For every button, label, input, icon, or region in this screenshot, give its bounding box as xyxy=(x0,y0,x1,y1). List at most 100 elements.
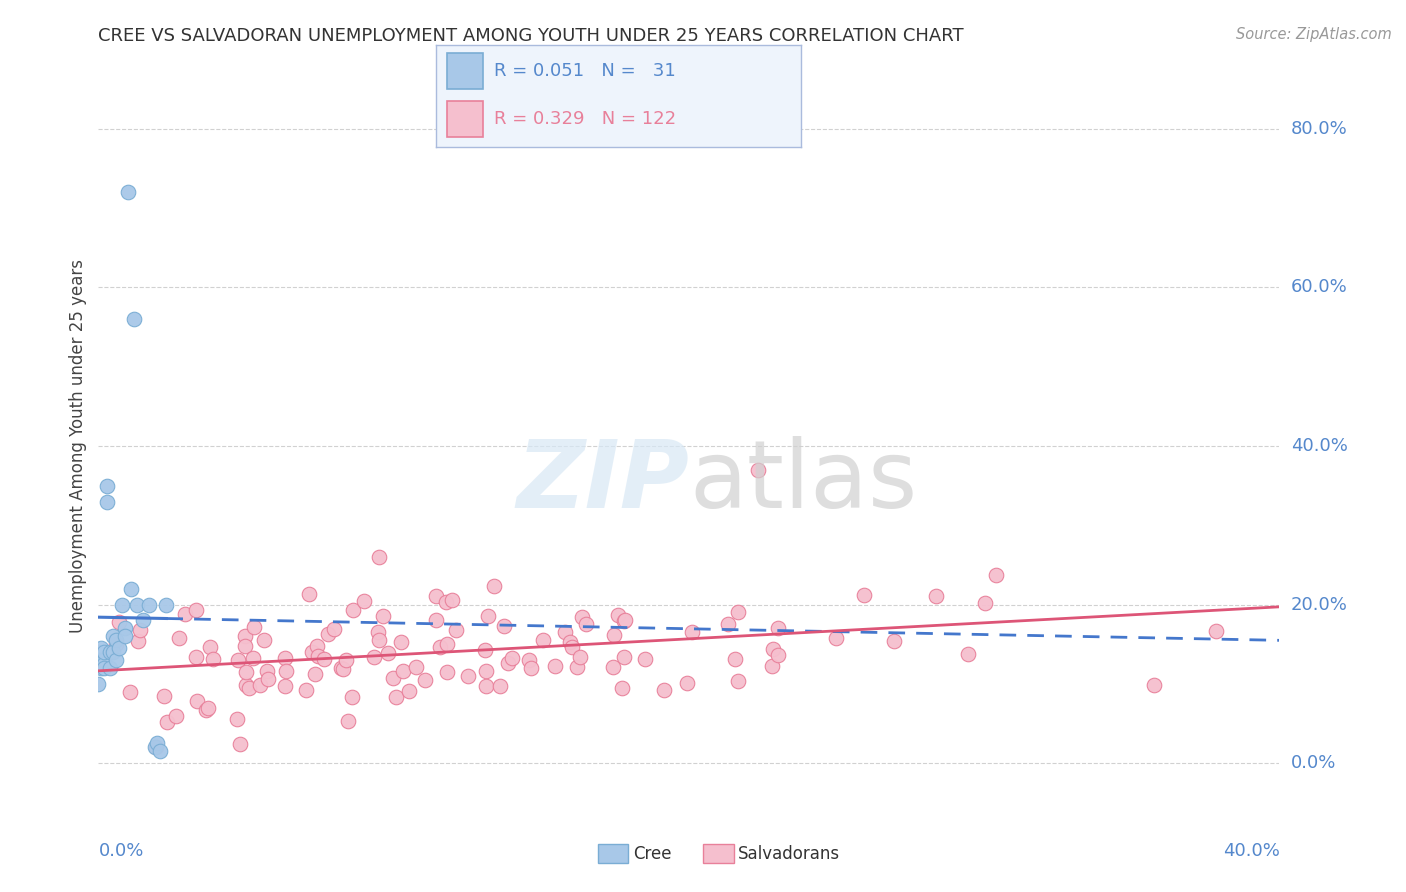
Point xyxy=(520,661,543,675)
Point xyxy=(925,589,948,603)
Point xyxy=(489,679,512,693)
Point xyxy=(852,588,875,602)
Point xyxy=(363,650,385,665)
Point xyxy=(235,665,257,679)
Point xyxy=(225,712,247,726)
Point xyxy=(233,639,256,653)
Text: ZIP: ZIP xyxy=(516,435,689,528)
Point xyxy=(477,609,499,624)
Text: Cree: Cree xyxy=(633,845,671,863)
Point xyxy=(274,650,297,665)
Y-axis label: Unemployment Among Youth under 25 years: Unemployment Among Youth under 25 years xyxy=(69,259,87,633)
Point xyxy=(558,634,581,648)
Point xyxy=(610,681,633,695)
Point xyxy=(108,641,131,656)
Point xyxy=(654,682,676,697)
Point xyxy=(257,672,280,686)
Point xyxy=(603,628,626,642)
Point xyxy=(434,595,457,609)
Point xyxy=(93,657,115,671)
Point xyxy=(120,582,142,596)
Point xyxy=(87,645,110,659)
Point xyxy=(274,664,297,678)
Point xyxy=(174,607,197,622)
Point xyxy=(156,714,179,729)
Point xyxy=(304,667,326,681)
Point xyxy=(118,684,141,698)
Point xyxy=(167,632,190,646)
Point xyxy=(229,737,252,751)
Point xyxy=(474,664,496,678)
FancyBboxPatch shape xyxy=(447,53,484,88)
Point xyxy=(122,312,145,326)
Point xyxy=(367,633,389,648)
Point xyxy=(561,640,583,654)
Point xyxy=(105,633,128,648)
Point xyxy=(316,627,339,641)
Point xyxy=(342,603,364,617)
Point xyxy=(474,679,496,693)
Point xyxy=(986,567,1008,582)
Point xyxy=(675,676,697,690)
Point xyxy=(634,652,657,666)
Point xyxy=(129,623,152,637)
Point xyxy=(197,700,219,714)
Point xyxy=(165,708,187,723)
Point xyxy=(883,633,905,648)
Point xyxy=(111,598,134,612)
Point xyxy=(381,671,404,685)
Text: Salvadorans: Salvadorans xyxy=(738,845,841,863)
Point xyxy=(436,637,458,651)
Text: R = 0.051   N =   31: R = 0.051 N = 31 xyxy=(495,62,676,79)
Point xyxy=(307,649,329,664)
Point xyxy=(565,660,588,674)
Point xyxy=(249,678,271,692)
Text: atlas: atlas xyxy=(689,435,917,528)
Point xyxy=(146,736,169,750)
Point xyxy=(457,669,479,683)
Text: 0.0%: 0.0% xyxy=(1291,754,1336,772)
Point xyxy=(340,690,363,704)
Text: 20.0%: 20.0% xyxy=(1291,596,1347,614)
Text: 0.0%: 0.0% xyxy=(98,842,143,860)
Point xyxy=(90,653,112,667)
Point xyxy=(496,656,519,670)
Text: R = 0.329   N = 122: R = 0.329 N = 122 xyxy=(495,110,676,128)
Point xyxy=(501,650,523,665)
Text: 80.0%: 80.0% xyxy=(1291,120,1347,138)
Point xyxy=(727,674,749,689)
Point xyxy=(436,665,458,680)
Point xyxy=(184,649,207,664)
Point xyxy=(195,703,218,717)
Point xyxy=(323,622,346,636)
Point xyxy=(98,645,121,659)
Point xyxy=(298,587,321,601)
Point xyxy=(138,598,160,612)
Point xyxy=(295,682,318,697)
Point xyxy=(768,648,790,663)
Point xyxy=(1205,624,1227,638)
Point xyxy=(543,658,565,673)
Point xyxy=(973,596,995,610)
Point xyxy=(93,645,115,659)
Point xyxy=(727,605,749,619)
Point xyxy=(127,634,149,648)
Point xyxy=(571,609,593,624)
Point xyxy=(107,615,129,629)
Point xyxy=(238,681,260,696)
Point xyxy=(389,635,412,649)
FancyBboxPatch shape xyxy=(447,101,484,137)
Point xyxy=(441,593,464,607)
Point xyxy=(425,613,447,627)
Point xyxy=(602,660,624,674)
Point xyxy=(425,589,447,603)
Point xyxy=(482,579,505,593)
Point xyxy=(252,633,274,648)
Point xyxy=(226,652,249,666)
Point xyxy=(90,641,112,656)
Point xyxy=(330,660,353,674)
Point xyxy=(391,665,413,679)
Point xyxy=(145,740,167,755)
Point xyxy=(335,653,357,667)
Point xyxy=(554,625,576,640)
